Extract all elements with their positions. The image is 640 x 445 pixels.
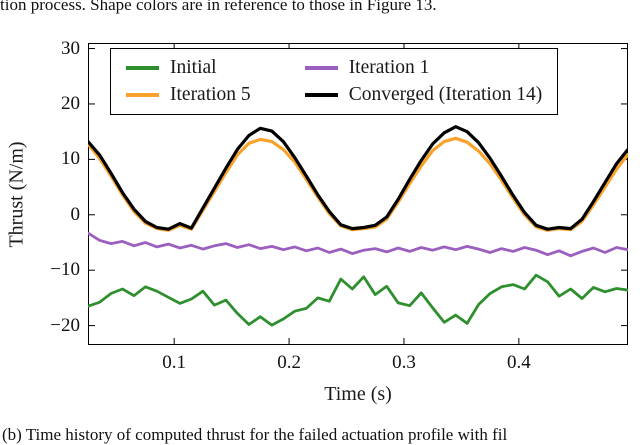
thrust-chart-canvas xyxy=(88,43,628,345)
y-tick-label: 10 xyxy=(61,148,80,170)
x-tick-label: 0.1 xyxy=(162,352,187,373)
thrust-plot-area xyxy=(88,43,628,345)
y-tick-label: 0 xyxy=(70,203,81,225)
plot-border xyxy=(88,43,628,345)
legend-line-swatch xyxy=(304,66,338,70)
legend-line-swatch xyxy=(304,93,338,97)
figure-subcaption: (b) Time history of computed thrust for … xyxy=(2,425,508,444)
legend-label: Iteration 5 xyxy=(170,84,251,105)
x-tick-label: 0.4 xyxy=(506,352,531,373)
series-line-iteration-5 xyxy=(88,136,628,232)
legend-item: Iteration 5 xyxy=(126,84,251,106)
x-tick-label: 0.3 xyxy=(392,352,416,373)
legend-item: Converged (Iteration 14) xyxy=(304,84,543,106)
legend-item: Iteration 1 xyxy=(304,57,543,79)
legend-item: Initial xyxy=(126,57,251,79)
legend-label: Iteration 1 xyxy=(348,57,430,78)
series-line-converged-iteration-14- xyxy=(88,125,628,231)
legend-label: Converged (Iteration 14) xyxy=(348,84,543,105)
y-tick-label: 30 xyxy=(61,37,80,59)
page-text-above-figure: tion process. Shape colors are in refere… xyxy=(0,0,437,14)
x-axis-label: Time (s) xyxy=(324,383,392,405)
y-axis-label: Thrust (N/m) xyxy=(5,141,28,248)
series-line-initial xyxy=(88,273,628,327)
y-tick-label: −10 xyxy=(50,259,80,281)
y-tick-label: 20 xyxy=(61,92,80,114)
legend-line-swatch xyxy=(126,66,159,70)
y-tick-label: −20 xyxy=(50,314,80,336)
x-tick-label: 0.2 xyxy=(277,352,301,373)
series-line-iteration-1 xyxy=(88,231,628,258)
legend-line-swatch xyxy=(126,93,159,97)
chart-legend: Initial Iteration 1 Iteration 5 Converged (… xyxy=(110,48,559,115)
legend-label: Initial xyxy=(170,57,217,78)
